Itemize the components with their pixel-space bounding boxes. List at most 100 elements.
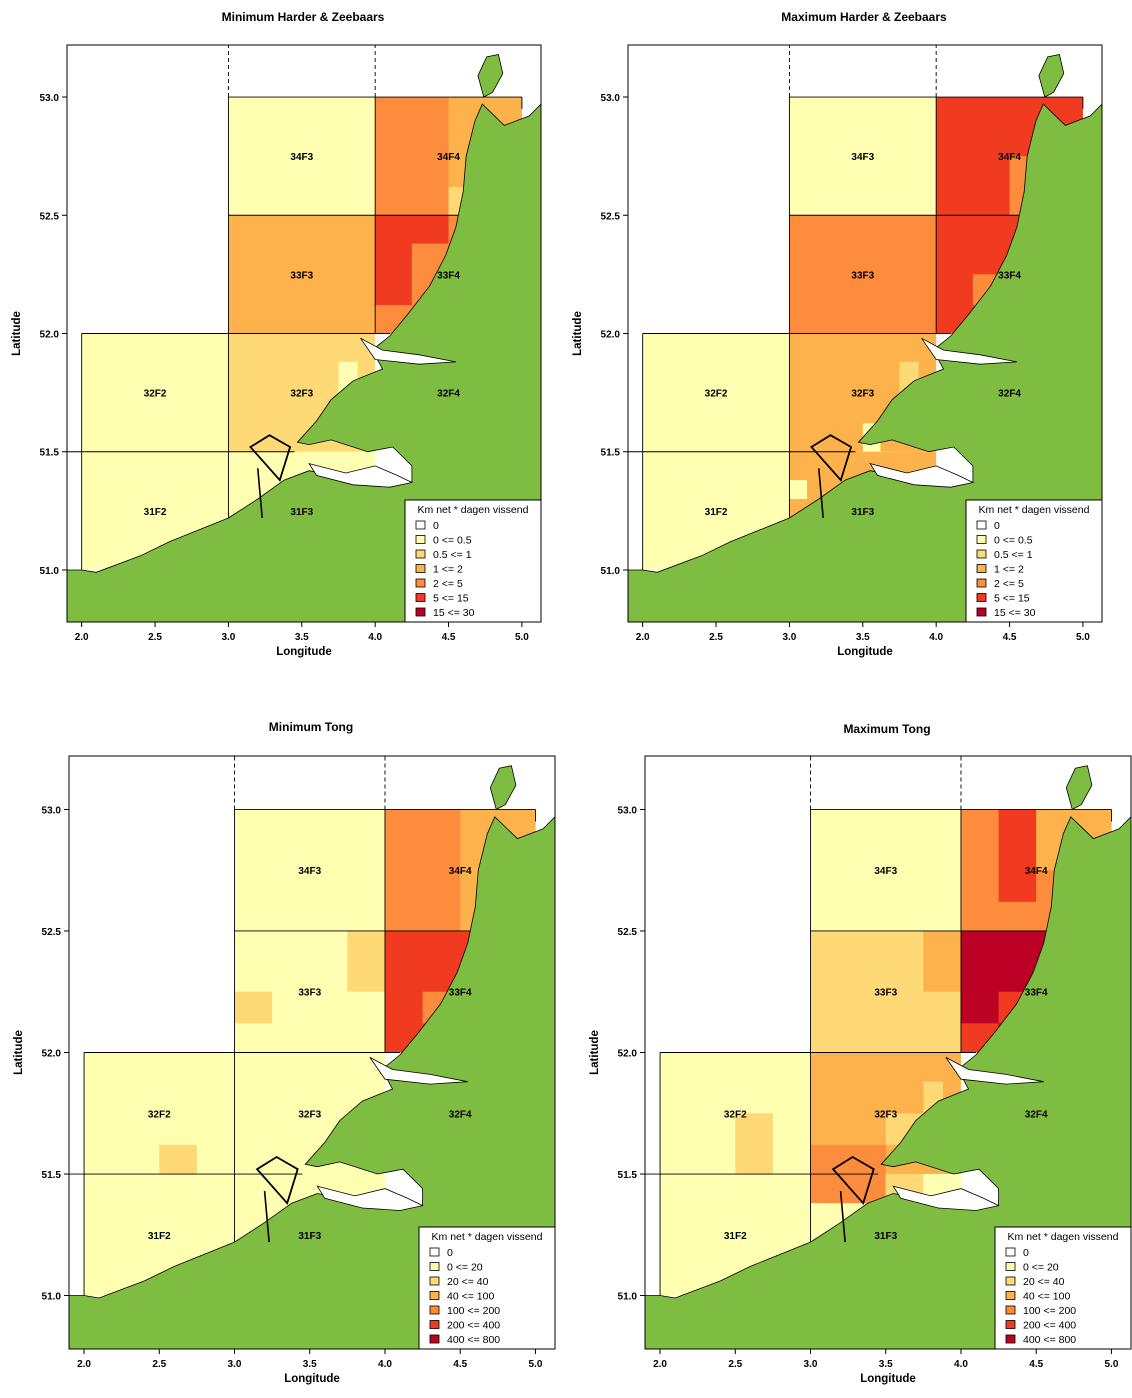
- rectangle-label: 32F2: [705, 389, 728, 400]
- legend-swatch: [429, 1247, 440, 1257]
- y-axis-label: Latitude: [11, 311, 23, 356]
- x-tick-label: 4.0: [378, 1359, 392, 1370]
- x-tick-label: 2.5: [709, 632, 723, 643]
- y-tick-label: 52.5: [618, 927, 638, 938]
- legend-item-label: 0 <= 0.5: [433, 535, 472, 547]
- panel-maximum-harder-zeebaars: Maximum Harder & Zeebaars 34F3 34F4 33F3 33…: [572, 10, 1103, 658]
- y-axis-label: Latitude: [572, 311, 584, 356]
- y-tick-label: 51.5: [618, 1170, 638, 1181]
- x-tick-label: 5.0: [515, 632, 529, 643]
- x-tick-label: 4.5: [1003, 632, 1017, 643]
- delta-channels: [921, 337, 1017, 365]
- grid-cell: [159, 1144, 197, 1175]
- ices-rectangle-fill: [789, 97, 937, 216]
- x-tick-label: 3.5: [879, 1359, 893, 1370]
- y-axis-label: Latitude: [13, 1030, 25, 1075]
- rectangle-label: 32F3: [298, 1109, 321, 1120]
- panel-title: Maximum Tong: [843, 722, 930, 736]
- x-tick-label: 2.5: [148, 632, 162, 643]
- land-mass: [645, 816, 1131, 1349]
- zone-outline: [249, 434, 292, 482]
- legend-swatch: [1005, 1320, 1016, 1329]
- panel-title: Maximum Harder & Zeebaars: [781, 10, 947, 24]
- ices-rectangle-fill: [810, 809, 961, 931]
- rectangle-label: 32F4: [449, 1109, 472, 1120]
- rectangle-label: 33F3: [851, 270, 874, 281]
- legend-item-label: 200 <= 400: [447, 1320, 500, 1332]
- y-tick-label: 51.0: [618, 1292, 638, 1303]
- x-tick-label: 4.5: [442, 632, 456, 643]
- legend-item-label: 0 <= 20: [1023, 1262, 1059, 1274]
- rectangle-label: 32F3: [851, 389, 874, 400]
- y-tick-label: 51.0: [40, 566, 60, 577]
- x-tick-label: 3.0: [782, 632, 796, 643]
- ices-rectangle-fill: [228, 215, 376, 334]
- land-mass: [69, 816, 555, 1349]
- island-texel: [1065, 765, 1093, 811]
- legend-swatch: [1005, 1247, 1016, 1257]
- legend-swatch: [429, 1334, 440, 1344]
- legend-item-label: 5 <= 15: [994, 593, 1030, 605]
- y-tick-label: 51.0: [42, 1292, 62, 1303]
- land-mass: [67, 103, 541, 622]
- legend-item-label: 0.5 <= 1: [994, 549, 1033, 561]
- legend-box: [404, 499, 542, 623]
- delta-channels: [945, 1057, 1044, 1085]
- legend-item-label: 0: [1023, 1247, 1029, 1259]
- legend-item-label: 15 <= 30: [994, 607, 1036, 619]
- legend-swatch: [976, 520, 987, 530]
- y-tick-label: 52.0: [601, 330, 621, 341]
- rectangle-label: 32F4: [998, 389, 1021, 400]
- rectangle-label: 31F2: [148, 1231, 171, 1242]
- plot-area: 34F3 34F4 33F3 33F4 32F2 32F3 32F4 31F2 31F3: [69, 756, 555, 1349]
- y-tick-label: 51.0: [601, 566, 621, 577]
- panel-title: Minimum Tong: [269, 720, 353, 734]
- legend-item-label: 15 <= 30: [433, 607, 475, 619]
- y-tick-label: 52.5: [42, 927, 62, 938]
- panel-minimum-harder-zeebaars: Minimum Harder & Zeebaars 34F3 34F4 33F3 33…: [11, 10, 542, 658]
- panel-minimum-tong: Minimum Tong 34F3 34F4 33F3 33F4 32F2 32F3 32F…: [13, 720, 556, 1385]
- rectangle-label: 31F2: [705, 507, 728, 518]
- legend-item-label: 1 <= 2: [994, 564, 1024, 576]
- legend-swatch: [415, 578, 426, 588]
- panel-title: Minimum Harder & Zeebaars: [222, 10, 385, 24]
- legend-swatch: [429, 1262, 440, 1271]
- x-axis-label: Longitude: [837, 646, 893, 658]
- legend-item-label: 0: [447, 1247, 453, 1259]
- breakwater: [263, 1190, 270, 1243]
- estuary-water: [316, 1185, 424, 1211]
- rectangle-label: 34F3: [290, 152, 313, 163]
- rectangle-label: 34F3: [298, 866, 321, 877]
- y-tick-label: 52.5: [40, 211, 60, 222]
- rectangle-label: 31F2: [724, 1231, 747, 1242]
- x-tick-label: 3.0: [221, 632, 235, 643]
- rectangle-label: 34F4: [998, 152, 1021, 163]
- x-tick-label: 5.0: [528, 1359, 542, 1370]
- rectangle-label: 33F3: [290, 270, 313, 281]
- breakwater: [817, 468, 824, 519]
- legend-item-label: 100 <= 200: [1023, 1305, 1076, 1317]
- x-tick-label: 2.5: [728, 1359, 742, 1370]
- island-texel: [489, 765, 517, 811]
- legend-swatch: [1005, 1305, 1016, 1315]
- rectangle-label: 33F4: [1025, 988, 1048, 999]
- ices-rectangle-fill: [81, 333, 229, 452]
- rectangle-label: 34F4: [1025, 866, 1048, 877]
- rectangle-label: 31F3: [290, 507, 313, 518]
- zone-outline: [831, 1155, 875, 1205]
- breakwater: [839, 1190, 846, 1243]
- delta-channels: [369, 1057, 468, 1085]
- ices-rectangle-fill: [84, 1052, 235, 1175]
- legend-item-label: 0 <= 0.5: [994, 535, 1033, 547]
- x-axis-label: Longitude: [860, 1373, 916, 1385]
- rectangle-label: 32F3: [874, 1109, 897, 1120]
- rectangle-label: 32F4: [1025, 1109, 1048, 1120]
- ices-rectangle-fill: [228, 97, 376, 216]
- grid-cell: [810, 1203, 829, 1223]
- legend-item-label: 1 <= 2: [433, 564, 463, 576]
- zone-outline: [255, 1155, 299, 1205]
- rectangle-label: 34F3: [874, 866, 897, 877]
- legend-item-label: 100 <= 200: [447, 1305, 500, 1317]
- legend-item-label: 5 <= 15: [433, 593, 469, 605]
- estuary-water: [308, 462, 414, 488]
